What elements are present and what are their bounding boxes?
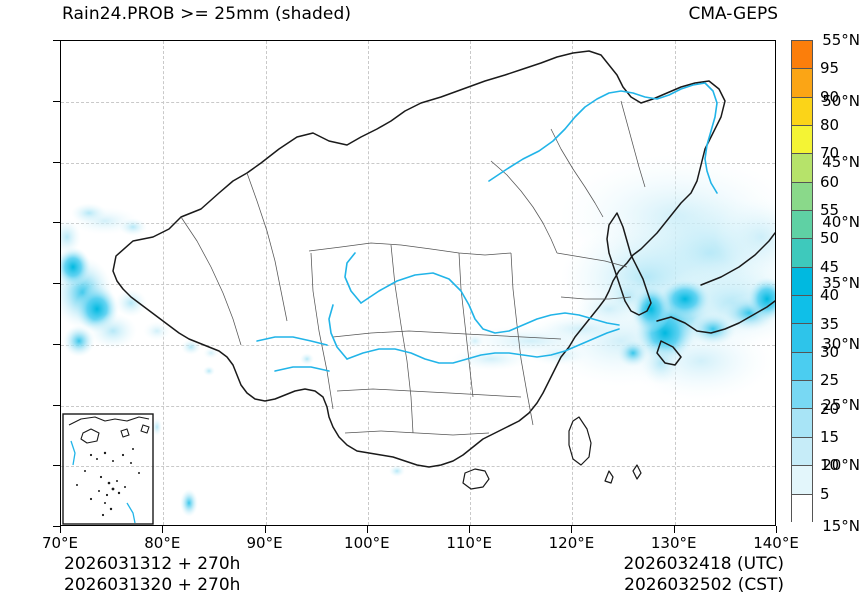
gridline-horizontal	[61, 344, 775, 346]
gridline-vertical	[163, 41, 165, 525]
gridline-vertical	[367, 41, 369, 525]
colorbar-cell	[792, 352, 812, 382]
colorbar-cell	[792, 69, 812, 98]
colorbar-cell	[792, 267, 812, 297]
rivers	[256, 82, 718, 372]
latitude-label: 40°N	[822, 213, 860, 232]
latitude-label: 45°N	[822, 152, 860, 171]
latitude-label: 15°N	[822, 517, 860, 535]
gridline-horizontal	[61, 162, 775, 164]
colorbar-tick-label: 20	[820, 399, 840, 418]
gridline-horizontal	[61, 466, 775, 468]
model-label: CMA-GEPS	[688, 4, 778, 24]
colorbar-cell	[792, 296, 812, 325]
longitude-tick	[469, 526, 471, 533]
longitude-label: 100°E	[344, 534, 390, 552]
latitude-label: 25°N	[822, 395, 860, 414]
gridline-horizontal	[61, 223, 775, 225]
colorbar-cell	[792, 182, 812, 212]
longitude-tick	[264, 526, 266, 533]
latitude-label: 50°N	[822, 91, 860, 110]
latitude-tick	[53, 161, 60, 163]
longitude-label: 80°E	[144, 534, 181, 552]
colorbar-tick-label: 70	[820, 144, 840, 163]
colorbar-tick-label: 95	[820, 59, 840, 78]
gridline-vertical	[470, 41, 472, 525]
colorbar-cell	[792, 437, 812, 467]
colorbar-cell	[792, 324, 812, 353]
footer-left-line-1: 2026031312 + 270h	[64, 554, 241, 574]
longitude-tick	[776, 526, 777, 533]
colorbar-cell	[792, 126, 812, 155]
latitude-label: 20°N	[822, 456, 860, 475]
longitude-label: 110°E	[446, 534, 492, 552]
latitude-tick	[53, 465, 60, 467]
footer-left-line-2: 2026031320 + 270h	[64, 575, 241, 595]
colorbar-cell	[792, 41, 812, 70]
longitude-label: 120°E	[548, 534, 595, 552]
longitude-tick	[673, 526, 675, 533]
latitude-tick	[53, 343, 60, 345]
colorbar-cell	[792, 494, 812, 523]
footer-init-times: 2026031312 + 270h 2026031320 + 270h	[64, 554, 240, 596]
longitude-label: 70°E	[41, 534, 79, 552]
province-borders	[180, 100, 646, 436]
latitude-tick	[53, 283, 60, 284]
latitude-tick	[53, 40, 60, 41]
colorbar-tick-label: 90	[820, 87, 840, 106]
map-plot-area[interactable]	[60, 40, 776, 526]
colorbar[interactable]	[791, 40, 813, 523]
footer-right-line-1: 2026032418 (UTC)	[623, 554, 784, 574]
footer-valid-times: 2026032418 (UTC) 2026032502 (CST)	[623, 554, 784, 596]
latitude-tick	[53, 404, 60, 406]
colorbar-tick-label: 55	[820, 201, 840, 220]
longitude-tick	[571, 526, 573, 533]
colorbar-tick-label: 5	[820, 484, 830, 503]
colorbar-cell	[792, 381, 812, 410]
islands	[462, 416, 642, 490]
longitude-label: 140°E	[753, 534, 799, 552]
longitude-tick	[366, 526, 368, 533]
longitude-tick	[60, 526, 61, 533]
colorbar-cell	[792, 239, 812, 268]
longitude-tick	[162, 526, 164, 533]
probability-shading	[61, 154, 775, 517]
colorbar-tick-label: 25	[820, 371, 840, 390]
gridline-horizontal	[61, 101, 775, 103]
colorbar-cell	[792, 97, 812, 127]
colorbar-tick-label: 15	[820, 427, 840, 446]
colorbar-tick-label: 35	[820, 314, 840, 333]
map-geography	[61, 50, 775, 525]
colorbar-cell	[792, 409, 812, 438]
footer-right-line-2: 2026032502 (CST)	[624, 575, 784, 595]
colorbar-tick-label: 40	[820, 286, 840, 305]
gridline-vertical	[265, 41, 267, 525]
south-china-sea-inset	[62, 413, 154, 525]
colorbar-tick-label: 60	[820, 172, 840, 191]
colorbar-tick-label: 50	[820, 229, 840, 248]
page-title: Rain24.PROB >= 25mm (shaded)	[62, 4, 352, 24]
colorbar-tick-label: 30	[820, 342, 840, 361]
latitude-tick	[53, 100, 60, 102]
gridline-horizontal	[61, 284, 775, 285]
colorbar-cell	[792, 154, 812, 183]
inset-island-dots	[76, 448, 140, 517]
latitude-label: 55°N	[822, 31, 860, 49]
colorbar-tick-label: 80	[820, 116, 840, 135]
colorbar-tick-label: 10	[820, 456, 840, 475]
latitude-tick	[53, 526, 60, 527]
longitude-label: 90°E	[246, 534, 283, 552]
colorbar-cell	[792, 211, 812, 240]
longitude-label: 130°E	[650, 534, 697, 552]
latitude-label: 35°N	[822, 274, 860, 292]
colorbar-tick-label: 45	[820, 257, 840, 276]
latitude-label: 30°N	[822, 334, 860, 353]
gridline-horizontal	[61, 405, 775, 407]
colorbar-cell	[792, 466, 812, 495]
latitude-tick	[53, 222, 60, 224]
